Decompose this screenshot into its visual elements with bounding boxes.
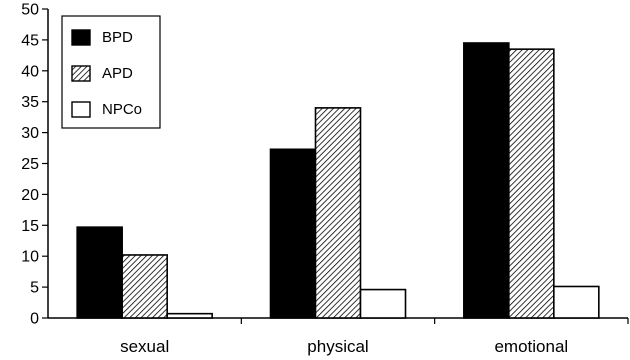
y-tick-label: 30	[21, 125, 39, 142]
y-tick-label: 25	[21, 156, 39, 173]
legend: BPD APD NPCo	[61, 15, 161, 129]
bar-apd-emotional	[508, 48, 555, 319]
y-tick-label: 15	[21, 218, 39, 235]
y-tick-label: 50	[21, 2, 39, 19]
x-category-label: physical	[307, 337, 368, 356]
legend-swatch-bpd	[71, 29, 91, 46]
bar-npco-sexual	[166, 312, 213, 319]
x-axis: sexual physical emotional	[48, 317, 629, 356]
y-tick-label: 0	[30, 311, 39, 328]
legend-label-npco: NPCo	[102, 101, 142, 118]
bar-bpd-emotional	[463, 42, 510, 319]
bar-apd-physical	[314, 107, 362, 319]
x-category-label: emotional	[494, 337, 568, 356]
legend-swatch-npco	[71, 101, 91, 118]
legend-swatch-apd	[71, 65, 91, 82]
y-axis: 0 5 10 15 20 25 30 35 40 45 50	[21, 2, 49, 328]
bar-npco-physical	[359, 288, 407, 319]
bar-bpd-physical	[269, 148, 317, 319]
y-tick-label: 5	[30, 280, 39, 297]
y-tick-label: 35	[21, 94, 39, 111]
legend-label-apd: APD	[102, 65, 133, 82]
bar-apd-sexual	[121, 254, 168, 319]
bar-bpd-sexual	[76, 226, 123, 319]
y-tick-label: 10	[21, 249, 39, 266]
y-tick-label: 20	[21, 187, 39, 204]
bars-layer	[76, 42, 600, 319]
x-category-label: sexual	[120, 337, 169, 356]
legend-label-bpd: BPD	[102, 29, 133, 46]
bar-npco-emotional	[553, 285, 600, 319]
y-tick-label: 45	[21, 32, 39, 49]
y-tick-label: 40	[21, 63, 39, 80]
